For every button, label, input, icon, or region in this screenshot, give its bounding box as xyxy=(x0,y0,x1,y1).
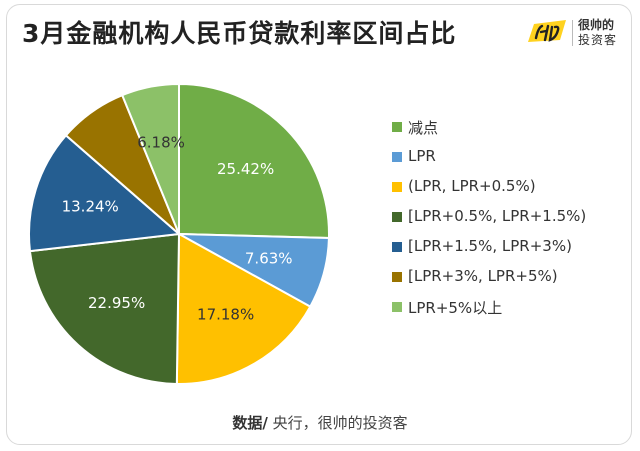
logo-separator xyxy=(572,20,573,46)
source-note: 数据/ 央行，很帅的投资客 xyxy=(0,412,640,433)
logo-text: 很帅的 投资客 xyxy=(578,18,626,48)
pie-data-label-4: 13.24% xyxy=(62,197,119,215)
logo-line-1: 很帅的 xyxy=(578,18,615,32)
legend-item-4: [LPR+1.5%, LPR+3%) xyxy=(392,236,632,258)
pie-data-label-2: 17.18% xyxy=(197,305,254,323)
legend-item-6: LPR+5%以上 xyxy=(392,296,632,318)
pie-slice-0 xyxy=(178,82,330,239)
legend-swatch xyxy=(392,272,402,282)
legend-item-1: LPR xyxy=(392,146,632,168)
pie-data-label-0: 25.42% xyxy=(217,160,274,178)
legend-item-5: [LPR+3%, LPR+5%) xyxy=(392,266,632,288)
legend-label: [LPR+1.5%, LPR+3%) xyxy=(408,237,572,255)
legend-swatch xyxy=(392,242,402,252)
source-text: 央行，很帅的投资客 xyxy=(267,414,408,432)
pie-data-label-1: 7.63% xyxy=(245,249,293,267)
pie-slice-6 xyxy=(120,82,180,235)
chart-title: 3月金融机构人民币贷款利率区间占比 xyxy=(22,19,457,48)
legend-label: [LPR+3%, LPR+5%) xyxy=(408,267,558,285)
legend-item-3: [LPR+0.5%, LPR+1.5%) xyxy=(392,206,632,228)
brand-logo: 很帅的 投资客 xyxy=(526,16,626,52)
legend-label: LPR+5%以上 xyxy=(408,299,503,317)
pie-slice-2 xyxy=(175,232,312,385)
pie-slice-3 xyxy=(28,232,181,385)
source-label: 数据/ xyxy=(232,414,268,432)
legend-label: (LPR, LPR+0.5%) xyxy=(408,177,536,195)
legend-label: [LPR+0.5%, LPR+1.5%) xyxy=(408,207,587,225)
legend-swatch xyxy=(392,122,402,132)
logo-line-2: 投资客 xyxy=(578,33,618,47)
brand-logo-icon xyxy=(528,20,566,42)
legend-label: 减点 xyxy=(408,119,439,137)
legend-swatch xyxy=(392,212,402,222)
legend-swatch xyxy=(392,182,402,192)
legend-item-0: 减点 xyxy=(392,116,632,138)
pie-data-label-3: 22.95% xyxy=(88,294,145,312)
legend-label: LPR xyxy=(408,147,436,165)
legend-swatch xyxy=(392,152,402,162)
pie-data-label-6: 6.18% xyxy=(137,134,185,152)
chart-legend: 减点 LPR (LPR, LPR+0.5%) [LPR+0.5%, LPR+1.5%)… xyxy=(392,116,632,326)
pie-slice-4 xyxy=(28,133,182,253)
legend-item-2: (LPR, LPR+0.5%) xyxy=(392,176,632,198)
legend-swatch xyxy=(392,302,402,312)
